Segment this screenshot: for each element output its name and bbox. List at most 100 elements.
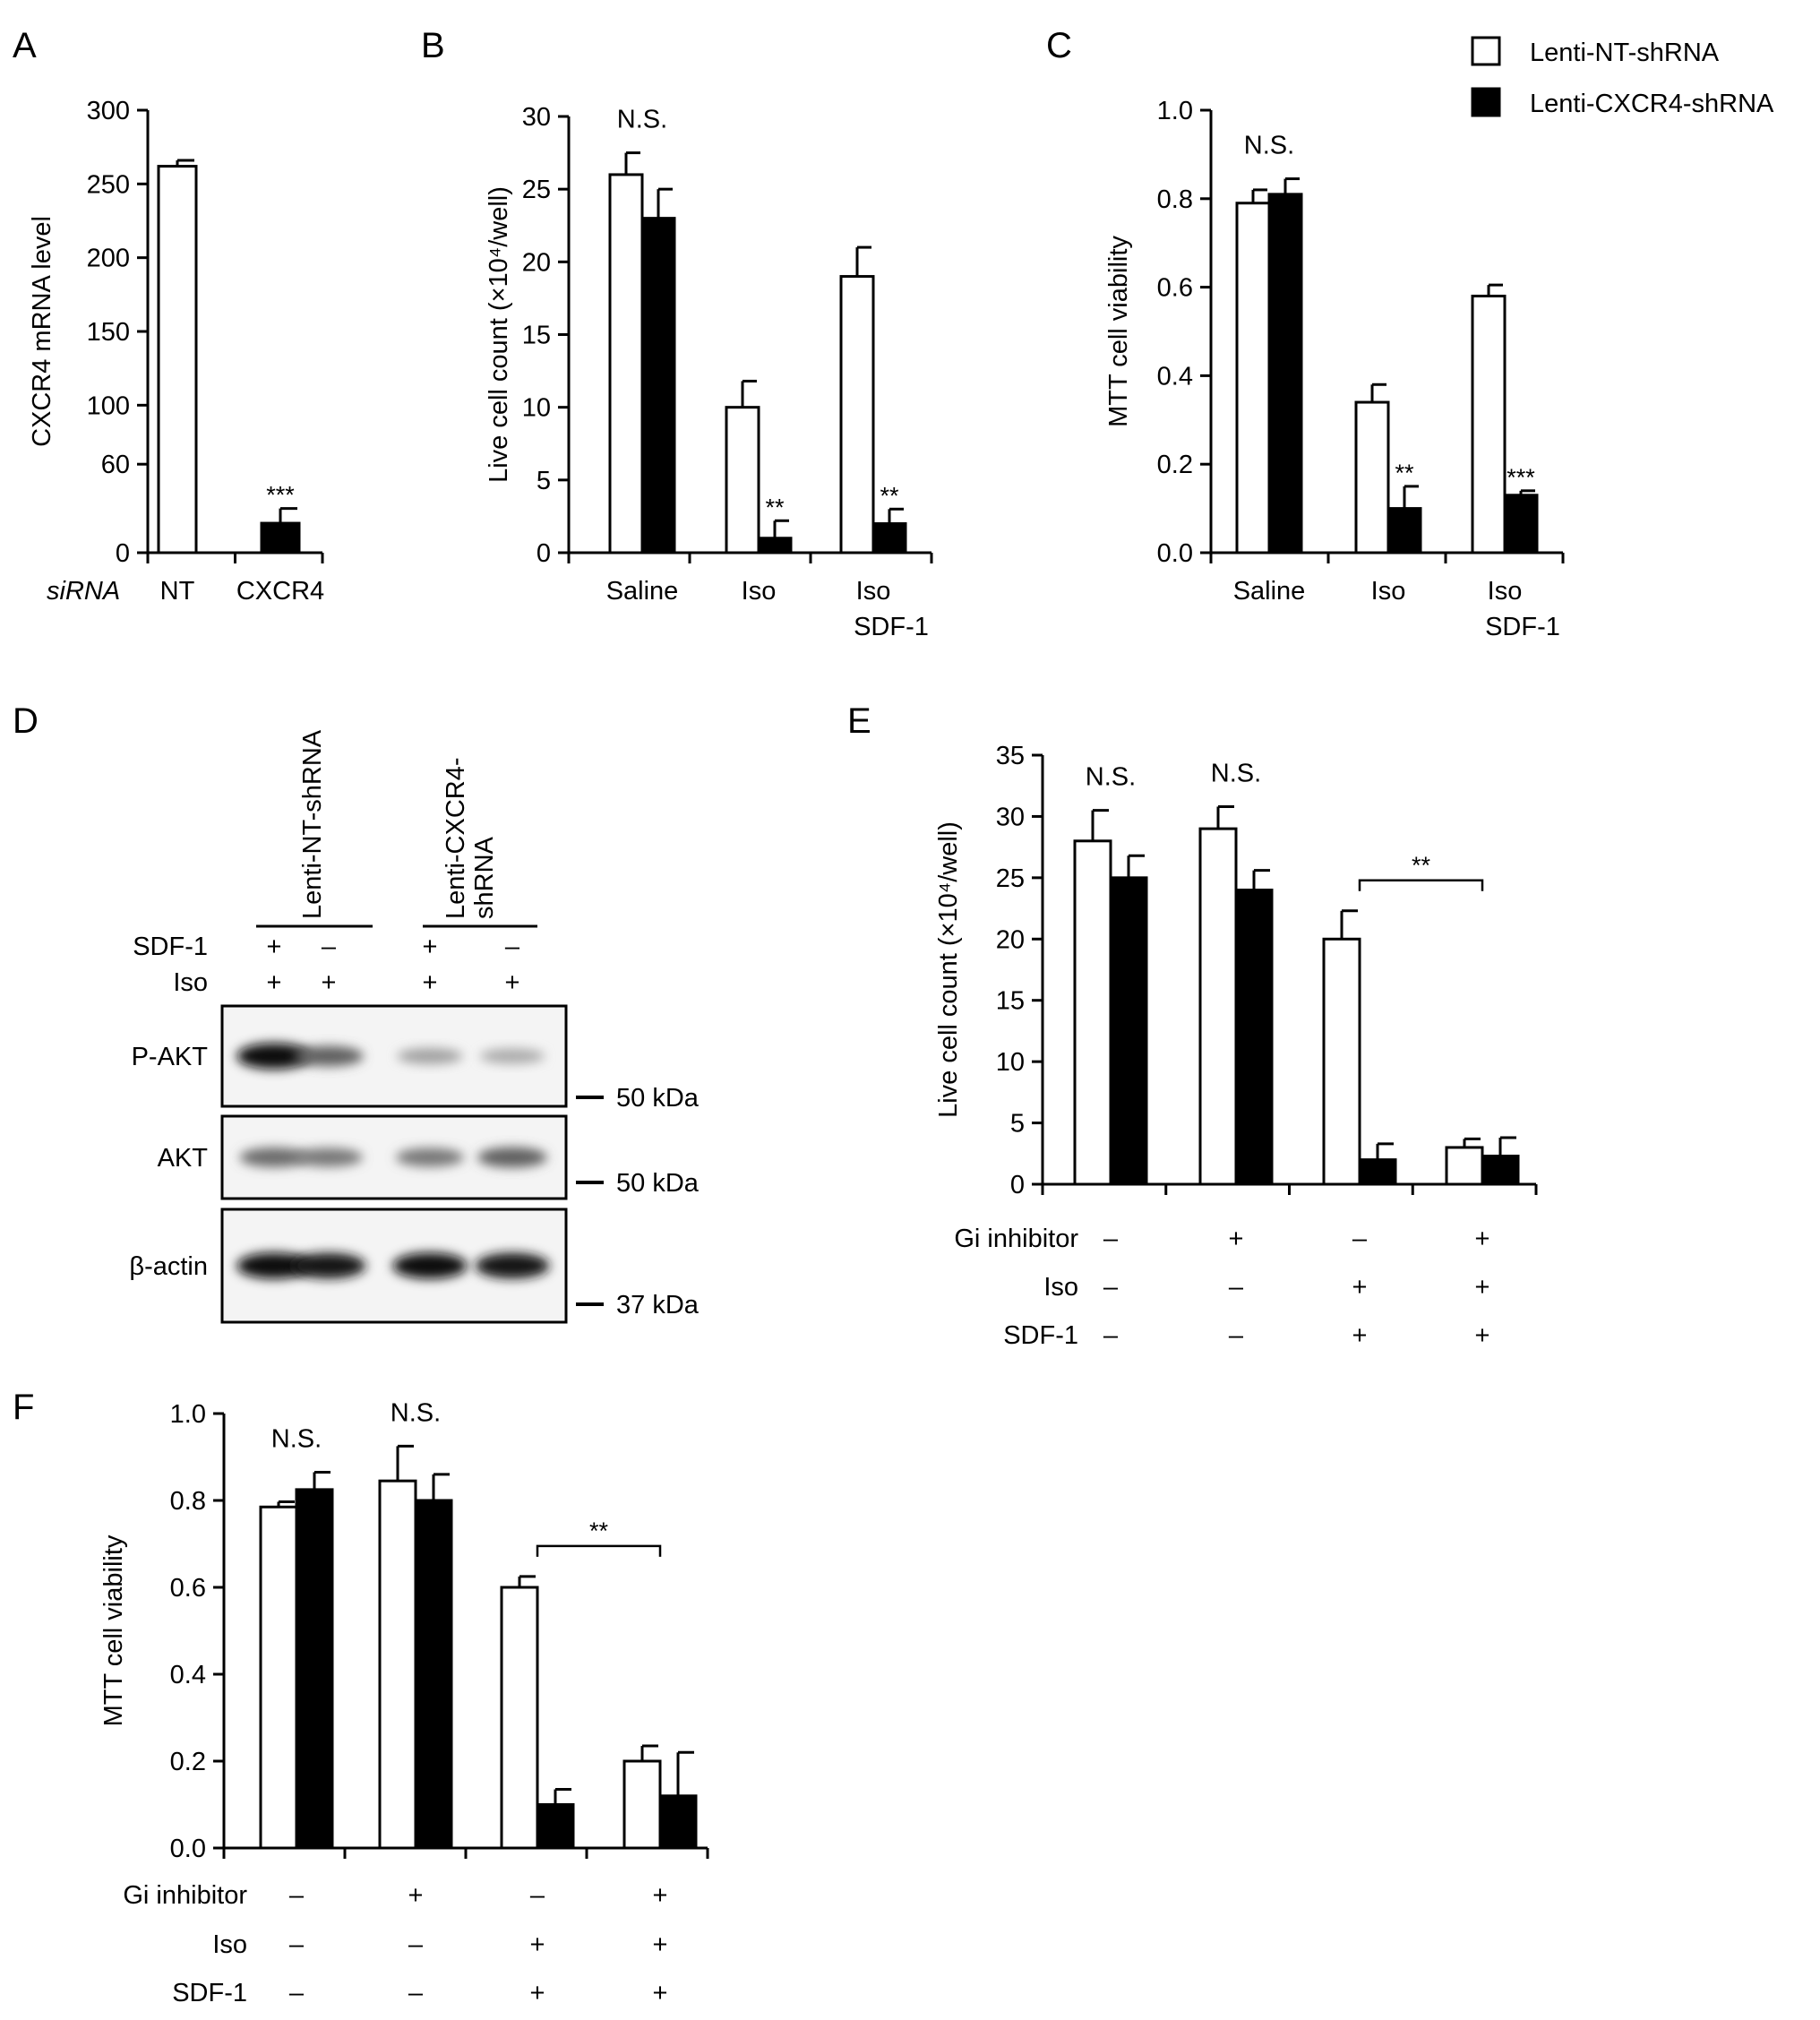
chart-a-y-tick-label: 300 [87,97,130,125]
chart-f-condition-value: – [289,1881,305,1910]
blot-row--actin-marker-label: 37 kDa [616,1291,700,1319]
chart-b-x-tick-label: Saline [606,577,679,606]
chart-f-y-tick-label: 0.6 [170,1574,206,1603]
blot-condition-value: – [322,933,337,961]
chart-b-significance-label: ** [765,494,785,520]
chart-e-bar-nt-1 [1073,839,1112,1186]
blot-row-akt-band [295,1148,363,1167]
chart-a-bar-1 [157,165,198,554]
chart-c-x-tick-label: Saline [1233,577,1306,606]
chart-e-bar-cxcr4-3 [1358,1158,1397,1186]
blot-condition-value: + [267,933,282,961]
blot-group-label-cxcr4: Lenti-CXCR4- shRNA [442,750,499,919]
chart-a-x-tick-label: NT [160,577,195,606]
chart-e-condition-value: + [1229,1225,1244,1253]
chart-c: 0.0 0.2 0.4 0.6 0.8 1.0 MTT cell viability Sali… [1104,97,1565,641]
chart-f-condition-label: Gi inhibitor [123,1881,247,1910]
chart-c-y-title: MTT cell viability [1104,236,1133,427]
blot-condition-label: SDF-1 [133,933,208,961]
blot-condition-value: + [423,933,438,961]
chart-f-bar-nt-1 [259,1505,298,1850]
chart-e-condition-value: – [1229,1273,1244,1302]
chart-f-significance-label: ** [589,1517,609,1544]
chart-f: 0.0 0.2 0.4 0.6 0.8 1.0 MTT cell viability Gi i… [99,1398,709,2007]
chart-b-x-tick-label: Iso [742,577,777,606]
chart-a-significance-label: *** [266,482,295,509]
chart-c-bar-nt-3 [1471,294,1507,554]
chart-b-significance-label: ** [880,482,899,509]
chart-f-condition-label: Iso [212,1930,247,1959]
chart-e-bar-nt-4 [1445,1146,1484,1186]
chart-a-x-tick-label: CXCR4 [236,577,324,606]
chart-c-bar-nt-2 [1354,400,1390,554]
blot-condition-label: Iso [173,968,208,997]
chart-e-bar-nt-3 [1322,937,1361,1186]
chart-f-condition-value: + [653,1979,668,2007]
chart-b: 0 5 10 15 20 25 30 Live cell count (×10⁴/well) S… [485,103,933,641]
chart-e-condition-value: – [1229,1321,1244,1350]
chart-a: 0 60 100 150 200 250 300 CXCR4 mRNA level NT CXCR… [28,97,324,606]
chart-e-ns-label: N.S. [1211,759,1261,787]
chart-f-condition-label: SDF-1 [172,1979,247,2007]
chart-e-y-tick-label: 25 [996,864,1025,893]
legend-label-nt: Lenti-NT-shRNA [1530,39,1720,67]
chart-a-y-title: CXCR4 mRNA level [28,216,56,447]
blot-condition-value: + [267,968,282,997]
chart-f-significance-bracket [536,1544,662,1557]
chart-b-ns-label: N.S. [617,106,667,134]
chart-a-y-tick-label: 100 [87,391,130,420]
chart-a-y-tick-label: 60 [101,451,130,479]
chart-f-bar-cxcr4-4 [658,1794,698,1850]
chart-a-y-tick-label: 150 [87,318,130,347]
panel-label-f: F [13,1388,34,1427]
blot-row--actin-band [392,1252,468,1279]
chart-e-y-tick-label: 30 [996,803,1025,831]
blot-group-label-nt: Lenti-NT-shRNA [298,729,327,919]
chart-b-bar-cxcr4-2 [757,537,793,554]
chart-f-bar-nt-3 [500,1586,539,1850]
chart-c-significance-label: ** [1395,460,1414,486]
chart-f-condition-value: – [530,1881,545,1910]
legend-label-cxcr4: Lenti-CXCR4-shRNA [1530,90,1774,118]
chart-b-y-tick-label: 30 [522,103,551,132]
chart-b-y-tick-label: 20 [522,248,551,277]
chart-f-condition-value: – [408,1979,424,2007]
chart-e-bar-cxcr4-1 [1109,876,1148,1186]
blot-row--actin-label: β-actin [129,1252,208,1281]
blot-row-akt-band [396,1148,464,1167]
blot-row-akt-label: AKT [158,1144,209,1173]
chart-e-y-tick-label: 0 [1010,1171,1025,1199]
chart-f-y-title: MTT cell viability [99,1534,128,1726]
chart-c-bar-cxcr4-1 [1267,193,1303,554]
chart-f-condition-value: – [289,1979,305,2007]
chart-c-bar-nt-1 [1235,202,1271,554]
panel-label-b: B [421,26,445,65]
blot-row--actin-band [291,1252,366,1279]
panel-label-a: A [13,26,37,65]
chart-c-y-tick-label: 0.6 [1157,274,1193,303]
chart-e-y-tick-label: 15 [996,987,1025,1016]
chart-c-y-tick-label: 0.2 [1157,451,1193,479]
blot-row-p-akt-band [397,1048,463,1064]
chart-e-significance-label: ** [1412,852,1431,879]
blot-row-p-akt-band [479,1048,545,1064]
chart-e-condition-label: Iso [1043,1273,1078,1302]
chart-e-condition-value: + [1475,1225,1490,1253]
chart-b-y-tick-label: 5 [537,467,551,495]
legend: Lenti-NT-shRNA Lenti-CXCR4-shRNA [1471,36,1774,118]
chart-f-condition-value: – [289,1930,305,1959]
chart-e-condition-value: + [1475,1321,1490,1350]
chart-e-y-tick-label: 5 [1010,1110,1025,1139]
panel-label-c: C [1046,26,1072,65]
chart-f-bar-nt-4 [622,1759,662,1850]
blot-condition-value: – [505,933,520,961]
chart-e-condition-value: + [1352,1321,1368,1350]
chart-f-y-tick-label: 0.8 [170,1487,206,1516]
chart-e-y-title: Live cell count (×10⁴/well) [934,821,963,1118]
chart-c-bar-cxcr4-2 [1386,507,1422,554]
chart-f-condition-value: + [530,1979,545,2007]
blot-group-label-cxcr4-line1: Lenti-CXCR4- [442,758,470,920]
chart-f-condition-value: + [408,1881,424,1910]
blot-row-akt-band [239,1148,309,1167]
